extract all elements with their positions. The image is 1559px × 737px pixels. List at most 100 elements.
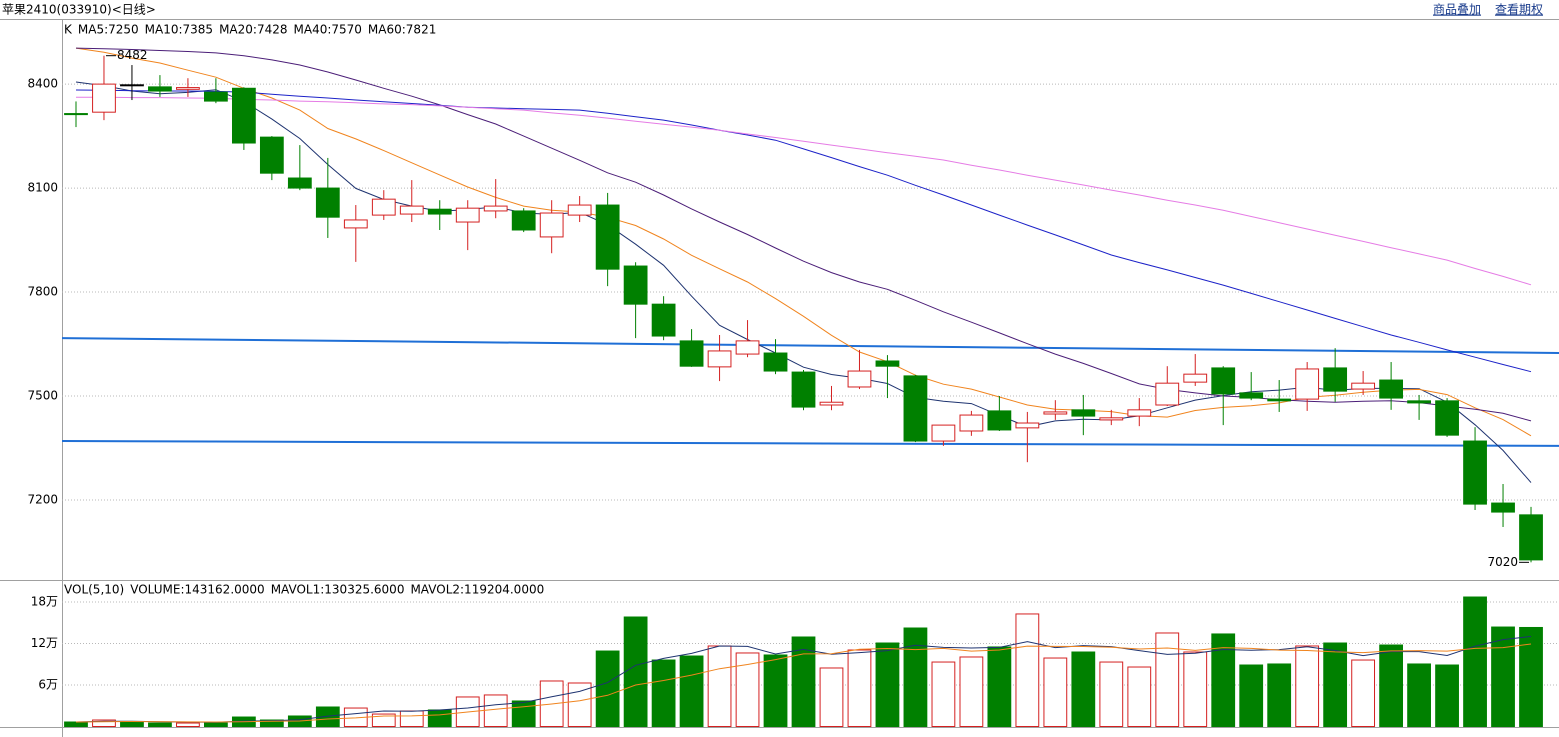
volume-bar — [259, 719, 284, 727]
candle-body — [567, 204, 592, 216]
volume-bar — [735, 652, 760, 727]
volume-bar — [959, 656, 984, 727]
candle-body — [623, 265, 648, 305]
candle-body — [1155, 382, 1180, 406]
volume-bar — [847, 649, 872, 728]
y-tick-label: 7200 — [27, 492, 58, 506]
volume-bar — [315, 706, 340, 727]
candle-body — [204, 91, 228, 102]
candle-body — [1015, 422, 1040, 429]
volume-bar — [148, 722, 172, 728]
candle-body — [259, 136, 284, 174]
volume-bar — [931, 661, 956, 728]
volume-bar — [1211, 633, 1236, 727]
volume-bar — [1071, 651, 1096, 727]
candle-body — [791, 371, 816, 408]
candle-body — [959, 414, 984, 432]
volume-bar — [763, 654, 788, 728]
candle-body — [455, 207, 480, 223]
volume-bar — [64, 721, 88, 728]
candle-body — [92, 83, 116, 113]
candle-body — [1239, 392, 1264, 399]
candle-body — [176, 87, 200, 90]
annotation: 8482 — [117, 48, 148, 62]
volume-bar — [623, 616, 648, 727]
ma-line — [76, 96, 1532, 286]
volume-bar — [987, 646, 1012, 728]
volume-bar — [1407, 663, 1431, 727]
trend-line — [61, 337, 1559, 355]
candle-body — [903, 375, 928, 442]
candle-body — [1351, 382, 1376, 390]
candle-body — [539, 212, 564, 238]
y-tick-label: 8100 — [27, 181, 58, 195]
candle-body — [427, 208, 452, 215]
candle-body — [875, 360, 900, 367]
volume-bar — [120, 721, 144, 728]
volume-bar — [875, 642, 900, 728]
volume-bar — [1435, 664, 1459, 727]
volume-bar — [707, 645, 732, 727]
volume-bar — [204, 722, 228, 728]
link[interactable]: 查看期权 — [1495, 3, 1543, 17]
y-tick-label: 8400 — [27, 77, 58, 91]
volume-bar — [1155, 632, 1180, 727]
legend-entry: MA20:7428 — [219, 23, 287, 37]
candle-body — [1407, 400, 1431, 404]
candle-body — [1211, 367, 1236, 395]
candle-body — [735, 340, 760, 355]
volume-bar — [567, 682, 592, 727]
volume-bar — [679, 655, 704, 728]
volume-bar — [1043, 657, 1068, 727]
ma-line — [75, 635, 1532, 723]
legend-entry: MAVOL2:119204.0000 — [410, 583, 544, 597]
volume-bar — [1127, 666, 1152, 728]
candle-body — [1519, 514, 1543, 561]
candle-body — [1127, 409, 1152, 417]
volume-bar — [1015, 613, 1040, 727]
volume-bar — [791, 636, 816, 728]
candle-body — [1267, 398, 1292, 402]
candle-body — [819, 401, 844, 406]
y-tick-label: 7800 — [27, 285, 58, 299]
candle-body — [120, 84, 144, 87]
ma-line — [75, 81, 1532, 483]
volume-bar — [1379, 644, 1404, 727]
candle-body — [595, 204, 620, 270]
link[interactable]: 商品叠加 — [1433, 2, 1481, 17]
candle-body — [707, 350, 732, 368]
candle-body — [231, 87, 256, 144]
legend-entry: MA60:7821 — [368, 23, 436, 37]
volume-bar — [427, 709, 452, 728]
volume-bar — [1099, 661, 1124, 728]
volume-bar — [176, 722, 200, 728]
volume-bar — [1351, 659, 1376, 727]
volume-bar — [399, 710, 424, 728]
candle-body — [483, 205, 508, 212]
volume-bar — [819, 667, 844, 728]
candle-body — [64, 113, 88, 116]
y-tick-label: 6万 — [38, 677, 58, 691]
y-tick-label: 7500 — [27, 388, 58, 402]
volume-bar — [1323, 642, 1348, 728]
candle-body — [1379, 379, 1404, 399]
volume-bar — [1463, 596, 1487, 727]
volume-bar — [92, 719, 116, 727]
candle-body — [1183, 373, 1208, 383]
candle-body — [763, 352, 788, 372]
candle-body — [1071, 409, 1096, 417]
candle-body — [931, 424, 956, 442]
legend-entry: VOL(5,10) — [64, 583, 124, 597]
candle-body — [1295, 368, 1320, 400]
candle-body — [343, 219, 368, 229]
chart-title: 苹果2410(033910)<日线> — [2, 3, 156, 17]
volume-bar — [1239, 664, 1264, 727]
volume-bar — [651, 659, 676, 727]
candle-body — [987, 410, 1012, 431]
legend-entry: MAVOL1:130325.6000 — [271, 583, 405, 597]
legend-entry: MA5:7250 — [78, 23, 139, 37]
volume-bar — [511, 700, 536, 727]
candle-body — [1323, 367, 1348, 392]
